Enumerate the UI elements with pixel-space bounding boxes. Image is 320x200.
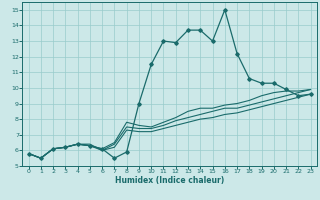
- X-axis label: Humidex (Indice chaleur): Humidex (Indice chaleur): [115, 176, 224, 185]
